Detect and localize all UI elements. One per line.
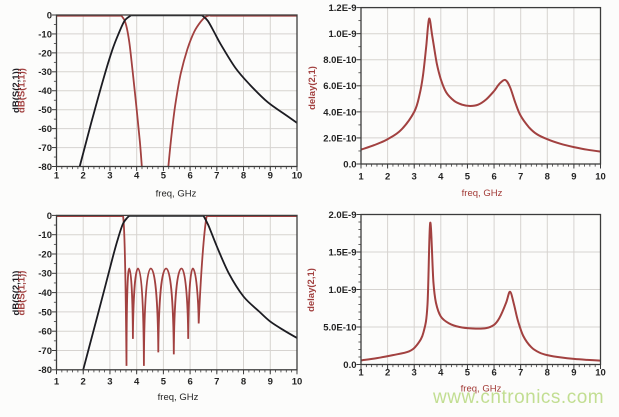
svg-text:6: 6 [187,171,192,182]
svg-text:10: 10 [292,171,303,182]
svg-text:-40: -40 [38,288,52,299]
svg-text:-80: -80 [38,162,52,173]
svg-text:5.0E-10: 5.0E-10 [323,322,356,333]
svg-text:9: 9 [268,171,273,182]
svg-text:-40: -40 [38,86,52,97]
svg-text:3: 3 [107,171,112,182]
svg-text:1: 1 [54,171,60,182]
svg-text:-60: -60 [38,327,52,338]
svg-text:1.5E-9: 1.5E-9 [329,247,357,258]
svg-text:0: 0 [47,211,52,222]
svg-text:freq, GHz: freq, GHz [461,384,502,395]
svg-text:-10: -10 [38,230,52,241]
svg-text:8: 8 [545,368,550,379]
svg-text:4: 4 [134,171,140,182]
svg-text:6: 6 [491,172,496,183]
svg-text:7: 7 [214,377,219,388]
svg-text:1.0E-9: 1.0E-9 [329,285,357,296]
svg-text:delay(2,1): delay(2,1) [306,268,317,312]
svg-text:-20: -20 [38,249,52,260]
svg-text:2: 2 [385,368,390,379]
svg-text:3: 3 [107,377,112,388]
svg-text:6: 6 [491,368,496,379]
svg-text:5: 5 [465,368,471,379]
svg-text:4: 4 [438,172,444,183]
svg-text:10: 10 [292,377,303,388]
svg-text:5: 5 [161,171,167,182]
svg-text:4: 4 [438,368,444,379]
svg-text:1.0E-9: 1.0E-9 [329,29,357,40]
svg-text:1: 1 [358,368,364,379]
svg-text:-70: -70 [38,346,52,357]
svg-text:10: 10 [595,368,606,379]
svg-text:9: 9 [571,172,576,183]
svg-text:2: 2 [81,171,86,182]
svg-text:-80: -80 [38,365,52,376]
svg-text:dB(S(1,1)): dB(S(1,1)) [17,271,28,316]
svg-text:6.0E-10: 6.0E-10 [323,81,356,92]
svg-text:8.0E-10: 8.0E-10 [323,55,356,66]
svg-text:7: 7 [214,171,219,182]
svg-text:8: 8 [241,171,246,182]
svg-text:-20: -20 [38,48,52,59]
svg-text:-50: -50 [38,105,52,116]
svg-text:dB(S(1,1)): dB(S(1,1)) [17,68,28,113]
svg-text:9: 9 [268,377,273,388]
svg-text:3: 3 [412,172,417,183]
svg-text:3: 3 [412,368,417,379]
svg-text:0.0: 0.0 [343,360,356,371]
svg-text:-70: -70 [38,143,52,154]
svg-text:4: 4 [134,377,140,388]
svg-text:www.cntronics.com: www.cntronics.com [432,387,604,408]
svg-text:-30: -30 [38,269,52,280]
svg-text:2: 2 [81,377,86,388]
svg-text:2.0E-10: 2.0E-10 [323,133,356,144]
svg-text:freq, GHz: freq, GHz [156,189,197,200]
svg-text:0.0: 0.0 [343,159,356,170]
svg-text:0: 0 [47,10,52,21]
svg-text:-50: -50 [38,307,52,318]
svg-text:7: 7 [518,172,523,183]
svg-text:freq, GHz: freq, GHz [158,392,199,403]
svg-text:-10: -10 [38,29,52,40]
svg-text:8: 8 [545,172,550,183]
svg-text:dB(S(2,1)): dB(S(2,1)) [11,68,22,113]
svg-text:1: 1 [358,172,364,183]
svg-text:2.0E-9: 2.0E-9 [329,210,357,221]
svg-text:4.0E-10: 4.0E-10 [323,107,356,118]
svg-text:8: 8 [241,377,246,388]
svg-text:-60: -60 [38,124,52,135]
svg-text:freq, GHz: freq, GHz [462,188,503,199]
svg-text:5: 5 [465,172,471,183]
svg-text:7: 7 [518,368,523,379]
svg-text:delay(2,1): delay(2,1) [307,66,318,110]
svg-text:6: 6 [187,377,192,388]
svg-text:9: 9 [571,368,576,379]
svg-text:10: 10 [595,172,606,183]
svg-text:5: 5 [161,377,167,388]
svg-text:1.2E-9: 1.2E-9 [329,3,357,14]
svg-text:2: 2 [385,172,390,183]
svg-text:dB(S(2,1)): dB(S(2,1)) [11,271,22,316]
svg-text:-30: -30 [38,67,52,78]
svg-text:1: 1 [54,377,60,388]
